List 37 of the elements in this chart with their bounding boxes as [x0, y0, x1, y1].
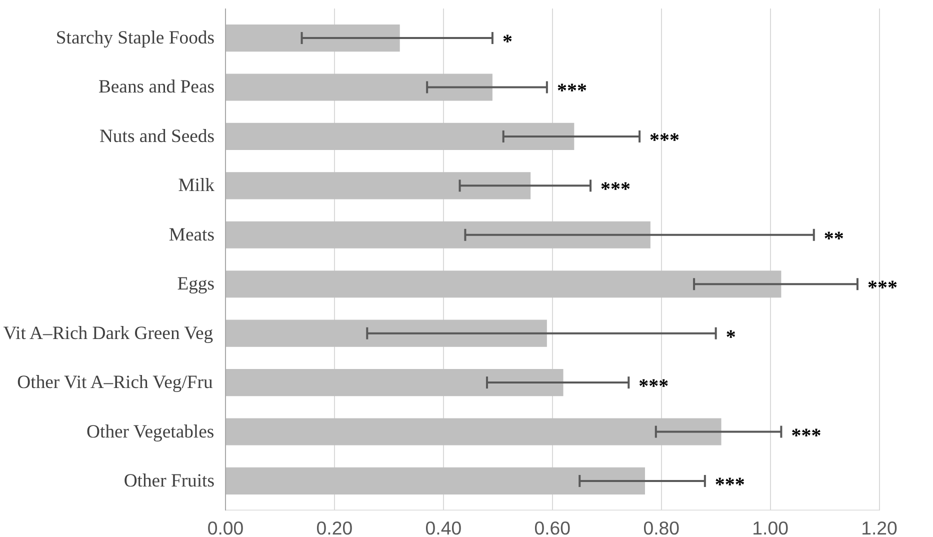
bar [226, 221, 650, 248]
y-tick-label: Meats [168, 224, 214, 246]
bar [226, 172, 531, 200]
x-tick-label: 0.80 [643, 518, 680, 537]
annotation: *** [791, 424, 822, 447]
y-tick-label: Other Vegetables [86, 421, 214, 442]
y-tick-label: Beans and Peas [98, 76, 215, 98]
annotation: * [502, 31, 512, 54]
annotation: *** [714, 474, 745, 496]
annotation: *** [638, 376, 669, 398]
bar [226, 74, 492, 101]
x-tick-label: 1.00 [752, 518, 788, 537]
annotation: *** [556, 80, 587, 102]
bar [226, 369, 564, 396]
annotation: *** [600, 178, 631, 201]
y-tick-label: Eggs [177, 274, 214, 295]
bar [226, 122, 574, 150]
bar [226, 24, 400, 52]
y-tick-label: Milk [178, 175, 216, 196]
bar [226, 418, 722, 446]
y-tick-label: Other Vit A–Rich Veg/Fru [17, 372, 214, 394]
y-tick-label: Nuts and Seeds [99, 126, 215, 147]
bar [226, 320, 547, 347]
x-tick-label: 0.20 [316, 518, 353, 537]
x-tick-label: 0.40 [425, 518, 462, 537]
x-tick-label: 0.00 [207, 518, 244, 537]
y-tick-label: Vit A–Rich Dark Green Veg [3, 322, 214, 344]
annotation: ** [824, 228, 844, 250]
bar [226, 270, 782, 298]
annotation: *** [867, 277, 898, 300]
bar [226, 467, 646, 495]
x-tick-label: 0.60 [534, 518, 571, 537]
annotation: *** [650, 129, 680, 152]
annotation: * [726, 326, 736, 348]
x-tick-label: 1.20 [861, 518, 898, 537]
y-tick-label: Other Fruits [124, 470, 214, 492]
y-tick-label: Starchy Staple Foods [56, 28, 215, 49]
